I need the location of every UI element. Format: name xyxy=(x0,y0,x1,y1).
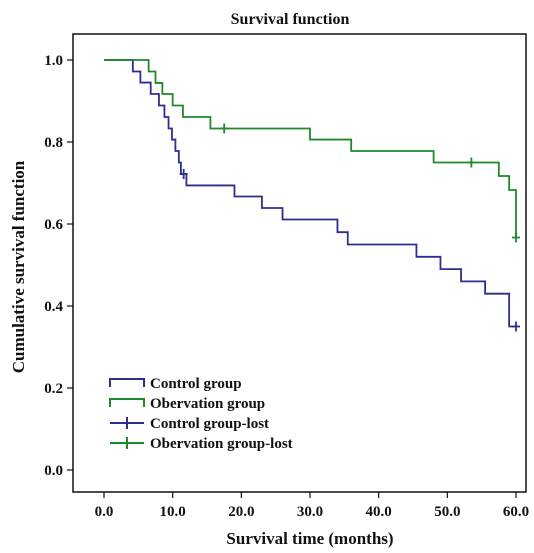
x-tick-label: 20.0 xyxy=(228,504,254,520)
chart-title: Survival function xyxy=(231,11,350,28)
censor-marks xyxy=(179,123,520,332)
legend-label: Obervation group-lost xyxy=(150,436,293,452)
axes xyxy=(67,33,527,498)
legend-label: Obervation group xyxy=(150,396,265,412)
x-tick-label: 10.0 xyxy=(160,504,186,520)
series-line-control-group xyxy=(104,59,516,328)
x-tick-label: 40.0 xyxy=(366,504,392,520)
legend-swatch xyxy=(109,398,145,407)
y-tick-label: 0.4 xyxy=(44,299,63,315)
legend-label: Control group xyxy=(150,376,242,392)
plot-frame xyxy=(72,33,527,493)
legend-swatch xyxy=(109,378,145,387)
y-tick-label: 0.0 xyxy=(44,463,63,479)
x-tick-label: 50.0 xyxy=(434,504,460,520)
legend-label: Control group-lost xyxy=(150,416,269,432)
y-tick-label: 1.0 xyxy=(44,53,63,69)
x-tick-label: 0.0 xyxy=(95,504,114,520)
x-axis-label: Survival time (months) xyxy=(226,529,393,548)
x-tick-label: 30.0 xyxy=(297,504,323,520)
legend: Control group Obervation group Control gro… xyxy=(109,376,293,452)
y-axis-label: Cumulative survival function xyxy=(9,160,28,373)
y-tick-label: 0.8 xyxy=(44,135,63,151)
tick-labels: 0.0 10.0 20.0 30.0 40.0 50.0 60.0 0.0 0.2 0.4 0.6 0… xyxy=(44,53,529,520)
x-tick-label: 60.0 xyxy=(503,504,529,520)
series-line-obervation-group xyxy=(104,59,517,238)
series-lines xyxy=(104,59,517,328)
y-tick-label: 0.2 xyxy=(44,381,63,397)
y-tick-label: 0.6 xyxy=(44,217,63,233)
